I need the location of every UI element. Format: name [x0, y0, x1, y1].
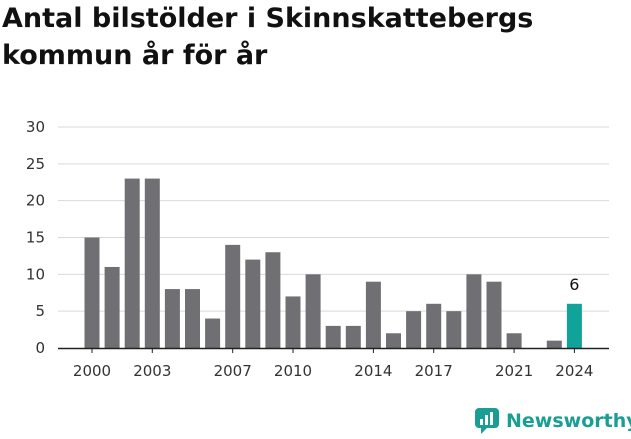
bar-2023: [546, 340, 562, 348]
x-tick-label: 2017: [415, 362, 453, 380]
chart-title: Antal bilstölder i Skinnskattebergs komm…: [2, 3, 534, 71]
bar-2019: [466, 274, 482, 348]
y-tick-label: 25: [26, 155, 45, 173]
x-tick-label: 2003: [133, 362, 171, 380]
x-tick-label: 2021: [495, 362, 533, 380]
y-tick-label: 30: [26, 118, 45, 136]
bar-2006: [205, 318, 221, 348]
brand-name: Newsworthy: [506, 410, 631, 432]
bar-2024: [566, 303, 582, 348]
bar-2018: [446, 311, 462, 348]
bar-2010: [285, 296, 301, 348]
bar-2013: [345, 325, 361, 348]
bar-chart: 2000 2003 2007 2010 2014 2017 2021 2024 0 5 10 15 2…: [26, 118, 609, 380]
y-tick-label: 0: [35, 339, 45, 357]
bar-2015: [386, 333, 401, 348]
newsworthy-logo-icon: [475, 408, 499, 434]
bar-2011: [305, 274, 321, 348]
y-axis: 0 5 10 15 20 25 30: [26, 118, 45, 357]
brand-logo: Newsworthy: [474, 406, 631, 436]
bar-2004: [164, 289, 180, 348]
bar-2017: [426, 303, 442, 348]
bar-2016: [406, 311, 422, 348]
x-tick-label: 2000: [73, 362, 111, 380]
x-tick-label: 2014: [354, 362, 392, 380]
bar-2008: [245, 259, 261, 348]
bar-2009: [265, 252, 281, 348]
bar-2003: [144, 178, 160, 348]
data-label-2024: 6: [569, 275, 579, 294]
bar-2001: [104, 266, 120, 348]
bar-2012: [325, 325, 341, 348]
bar-2005: [185, 289, 200, 348]
bar-2000: [84, 237, 100, 348]
x-tick-label: 2007: [214, 362, 252, 380]
y-tick-label: 20: [26, 192, 45, 210]
bar-2020: [486, 281, 502, 348]
y-tick-label: 10: [26, 265, 45, 283]
bar-2014: [365, 281, 381, 348]
x-axis: 2000 2003 2007 2010 2014 2017 2021 2024: [58, 347, 609, 380]
x-tick-label: 2010: [274, 362, 312, 380]
y-tick-label: 5: [35, 302, 45, 320]
bar-2021: [506, 333, 522, 348]
bars: [84, 178, 582, 348]
y-tick-label: 15: [26, 229, 45, 247]
data-labels: 6: [569, 275, 579, 294]
gridlines: [58, 126, 609, 312]
bar-2002: [124, 178, 140, 348]
bar-2007: [225, 244, 241, 348]
x-tick-label: 2024: [555, 362, 593, 380]
